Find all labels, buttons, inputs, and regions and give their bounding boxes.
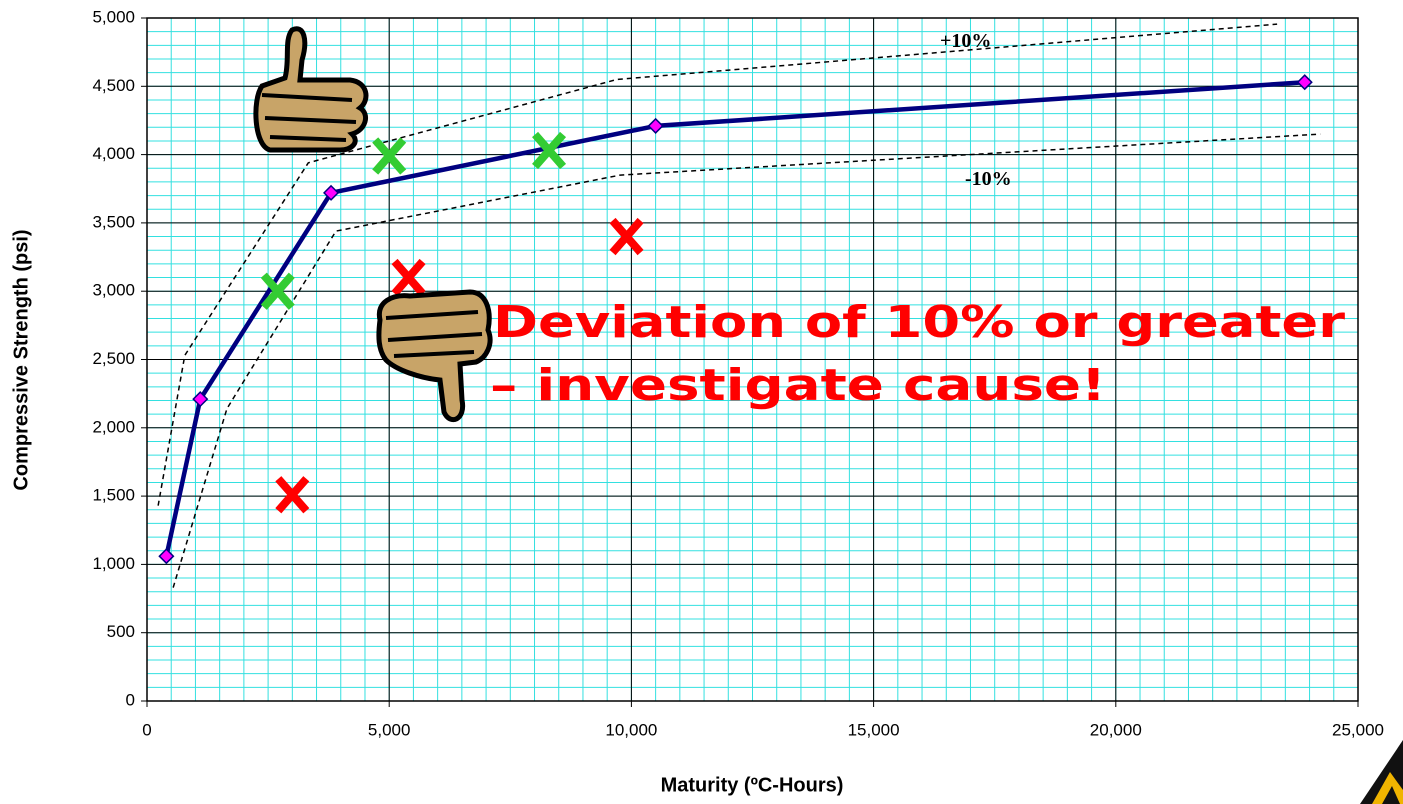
x-tick-label: 10,000 <box>605 720 657 739</box>
x-marker <box>275 476 310 514</box>
x-tick-label: 20,000 <box>1090 720 1142 739</box>
y-tick-label: 2,500 <box>92 349 135 368</box>
y-tick-label: 4,000 <box>92 144 135 163</box>
y-tick-label: 2,000 <box>92 417 135 436</box>
x-tick-label: 5,000 <box>368 720 411 739</box>
grid: 0 500 1,000 1,500 2,000 2,500 3,000 3,500 4,000 4… <box>92 7 1384 739</box>
thumbs-up-icon <box>253 26 369 153</box>
x-marker <box>372 137 407 175</box>
point <box>1296 74 1313 91</box>
callout: – investigate cause! <box>490 360 1106 411</box>
y-tick-label: 3,000 <box>92 281 135 300</box>
x-tick-label: 15,000 <box>848 720 900 739</box>
y-tick-label: 0 <box>126 690 135 709</box>
plot <box>157 23 1321 588</box>
thumbs-down-icon <box>376 289 493 423</box>
y-tick-label: 5,000 <box>92 7 135 26</box>
x-marker <box>609 217 644 256</box>
annotation: -10% <box>965 168 1012 190</box>
y-tick-label: 3,500 <box>92 212 135 231</box>
y-tick-label: 1,000 <box>92 554 135 573</box>
plot-frame <box>146 17 1359 702</box>
x-marker <box>260 272 295 310</box>
point <box>158 548 175 565</box>
y-axis-label: Compressive Strength (psi) <box>10 229 32 490</box>
point <box>647 117 664 134</box>
y-tick-label: 1,500 <box>92 486 135 505</box>
x-marker <box>391 258 426 297</box>
logo <box>1360 740 1403 804</box>
point <box>192 391 209 408</box>
band-line <box>172 133 1321 588</box>
y-tick-label: 500 <box>107 622 135 641</box>
x-tick-label: 0 <box>142 720 151 739</box>
x-marker <box>532 131 567 170</box>
callout: Deviation of 10% or greater <box>493 297 1345 348</box>
annotation: +10% <box>940 30 991 52</box>
x-tick-label: 25,000 <box>1332 720 1384 739</box>
band-line <box>157 23 1278 506</box>
y-tick-label: 4,500 <box>92 76 135 95</box>
x-axis-label: Maturity (ºC-Hours) <box>661 774 844 796</box>
point <box>323 184 340 201</box>
